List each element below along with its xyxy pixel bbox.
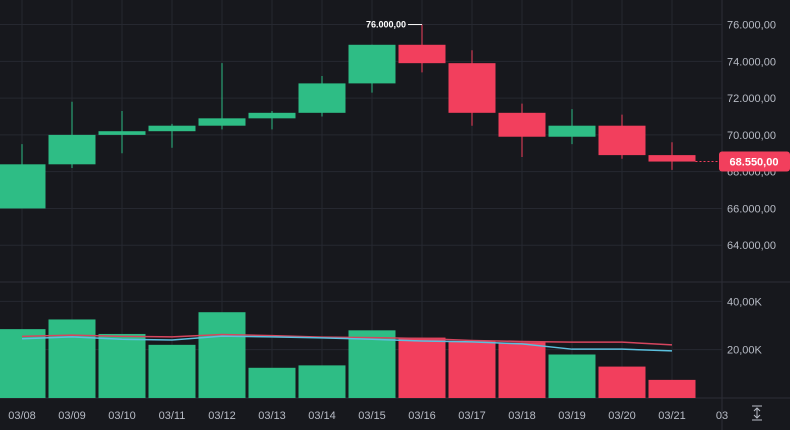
candle[interactable] [548, 109, 596, 145]
volume-bar[interactable] [148, 344, 196, 398]
volume-bar[interactable] [348, 330, 396, 398]
candle[interactable] [348, 44, 396, 93]
candle-body [98, 131, 146, 135]
volume-bar[interactable] [648, 379, 696, 398]
time-tick-label: 03 [716, 410, 728, 422]
time-tick-label: 03/18 [508, 410, 536, 422]
candle-body [148, 125, 196, 132]
volume-bar[interactable] [498, 342, 546, 398]
price-candles[interactable] [0, 24, 696, 209]
volume-bar[interactable] [548, 354, 596, 399]
volume-bar[interactable] [0, 329, 46, 398]
price-tick-label: 72.000,00 [727, 93, 776, 105]
candle-body [598, 125, 646, 156]
candle[interactable] [398, 24, 446, 73]
volume-ma-blue-line [21, 335, 673, 352]
time-tick-label: 03/10 [108, 410, 136, 422]
candle-body [248, 112, 296, 119]
candle-body [398, 44, 446, 64]
volume-axis[interactable]: 20,00K 40,00K [727, 296, 763, 356]
price-tick-label: 66.000,00 [727, 203, 776, 215]
last-price-label: 68.550,00 [730, 157, 779, 169]
time-tick-label: 03/16 [408, 410, 436, 422]
volume-bar[interactable] [248, 367, 296, 398]
volume-bars[interactable] [0, 312, 696, 398]
candle-body [298, 83, 346, 113]
time-tick-label: 03/08 [8, 410, 36, 422]
candle-body [448, 63, 496, 113]
candle-body [0, 164, 46, 209]
candle-body [498, 112, 546, 137]
candle[interactable] [248, 110, 296, 130]
price-tick-label: 76.000,00 [727, 20, 776, 32]
volume-tick-label: 20,00K [727, 345, 763, 357]
time-tick-label: 03/19 [558, 410, 586, 422]
candle[interactable] [498, 103, 546, 157]
last-price-tag: 68.550,00 [695, 151, 790, 172]
candle-body [348, 44, 396, 84]
auto-scale-icon[interactable] [752, 405, 762, 421]
volume-bar[interactable] [298, 365, 346, 398]
volume-moving-averages [21, 333, 673, 352]
price-tick-label: 74.000,00 [727, 56, 776, 68]
volume-bar[interactable] [448, 341, 496, 398]
time-tick-label: 03/09 [58, 410, 86, 422]
price-tick-label: 64.000,00 [727, 240, 776, 252]
time-tick-label: 03/20 [608, 410, 636, 422]
time-tick-label: 03/11 [159, 410, 186, 422]
volume-bar[interactable] [398, 337, 446, 398]
volume-bar[interactable] [198, 312, 246, 398]
volume-tick-label: 40,00K [727, 296, 763, 308]
candle[interactable] [98, 110, 146, 154]
high-marker: 76.000,00 [366, 20, 422, 30]
last-price-box [719, 151, 790, 172]
candle-body [648, 155, 696, 162]
candle[interactable] [0, 144, 46, 209]
time-axis[interactable]: 03/08 03/09 03/10 03/11 03/12 03/13 03/14 03/15… [8, 410, 728, 422]
candle[interactable] [648, 142, 696, 170]
time-tick-label: 03/17 [458, 410, 486, 422]
candle[interactable] [298, 76, 346, 117]
time-tick-label: 03/13 [258, 410, 286, 422]
candle[interactable] [598, 114, 646, 159]
candle[interactable] [148, 123, 196, 148]
volume-ma-red-line [21, 333, 673, 346]
volume-bar[interactable] [598, 366, 646, 398]
time-tick-label: 03/14 [308, 410, 336, 422]
candle-body [548, 125, 596, 137]
time-tick-label: 03/21 [658, 410, 686, 422]
high-marker-label: 76.000,00 [366, 20, 406, 30]
price-axis[interactable]: 64.000,0066.000,0068.000,0070.000,0072.0… [727, 20, 776, 253]
candle-body [198, 118, 246, 126]
volume-bar[interactable] [48, 319, 96, 398]
time-tick-label: 03/12 [208, 410, 236, 422]
candle-body [48, 134, 96, 165]
volume-bar[interactable] [98, 333, 146, 398]
candle[interactable] [48, 101, 96, 168]
time-tick-label: 03/15 [358, 410, 386, 422]
candle[interactable] [198, 63, 246, 130]
candle[interactable] [448, 50, 496, 126]
price-tick-label: 70.000,00 [727, 130, 776, 142]
